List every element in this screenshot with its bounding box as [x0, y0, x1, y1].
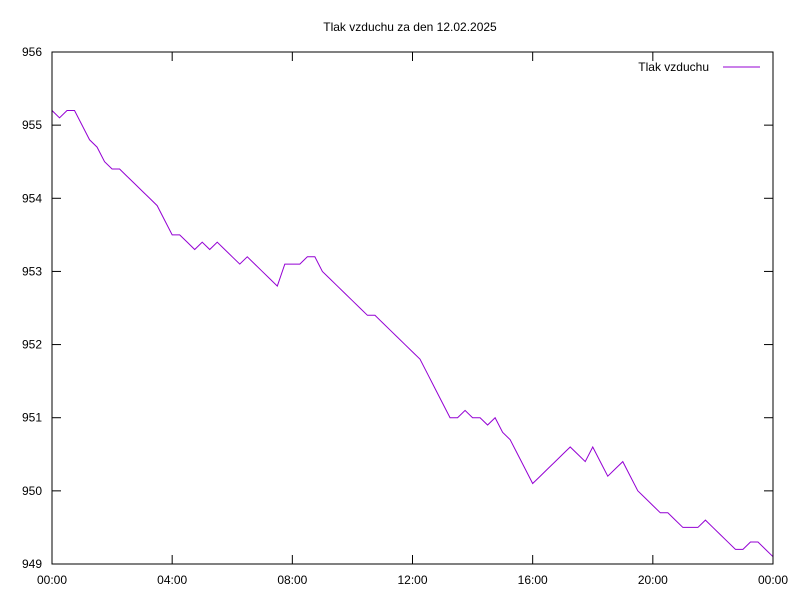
y-tick-label: 954: [22, 191, 42, 205]
y-tick-label: 953: [22, 264, 42, 278]
y-tick-label: 949: [22, 557, 42, 571]
y-tick-label: 956: [22, 45, 42, 59]
y-tick-label: 951: [22, 411, 42, 425]
legend: Tlak vzduchu: [638, 60, 760, 74]
x-tick-label: 00:00: [758, 573, 788, 587]
y-axis: 949 950 951 952 953 954 955 956: [22, 45, 773, 571]
x-tick-label: 00:00: [37, 573, 67, 587]
series-line: [51, 110, 774, 558]
y-tick-label: 955: [22, 118, 42, 132]
x-tick-label: 08:00: [277, 573, 307, 587]
y-tick-label: 950: [22, 484, 42, 498]
chart-title: Tlak vzduchu za den 12.02.2025: [323, 20, 497, 34]
legend-label: Tlak vzduchu: [638, 60, 709, 74]
x-axis: 00:00 04:00 08:00 12:00 16:00 20:00 00:00: [37, 52, 788, 587]
x-tick-label: 12:00: [397, 573, 427, 587]
x-tick-label: 16:00: [518, 573, 548, 587]
x-tick-label: 20:00: [638, 573, 668, 587]
x-tick-label: 04:00: [157, 573, 187, 587]
y-tick-label: 952: [22, 338, 42, 352]
plot-frame: [51, 51, 774, 565]
